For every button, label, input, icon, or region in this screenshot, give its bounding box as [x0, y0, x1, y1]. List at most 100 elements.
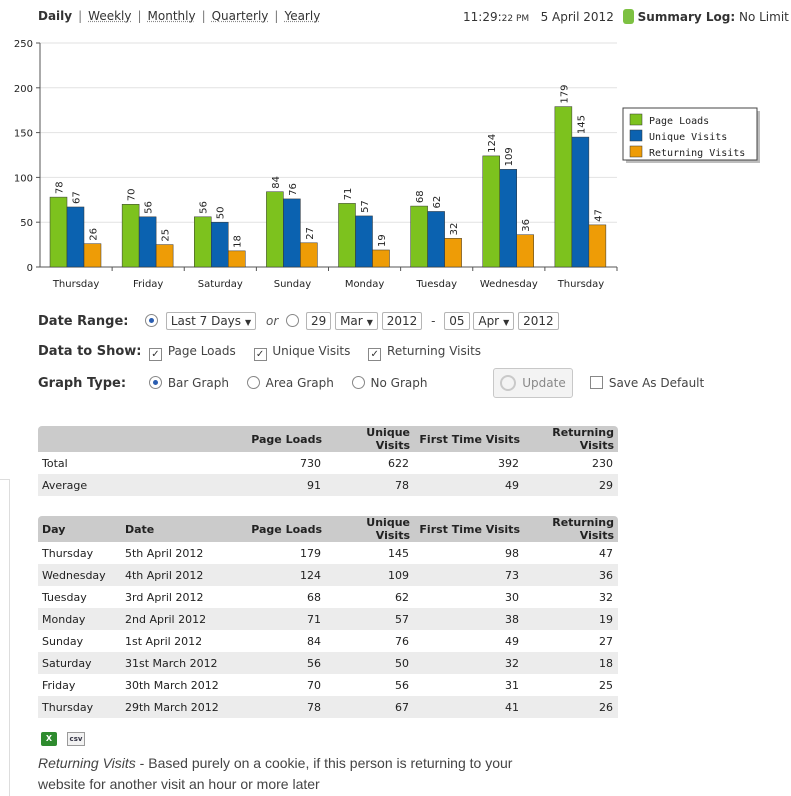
bar — [482, 155, 500, 268]
period-monthly[interactable]: Monthly — [147, 9, 196, 23]
table-cell: 32 — [414, 652, 524, 674]
table-cell: Monday — [38, 608, 121, 630]
page-loads-checkbox[interactable]: ✓ — [149, 348, 162, 361]
range-custom-radio[interactable] — [286, 314, 300, 327]
data-to-show-label: Data to Show: — [38, 344, 142, 359]
table-cell: 4th April 2012 — [121, 564, 246, 586]
table-cell: 145 — [388, 546, 409, 560]
data-label: 56 — [199, 201, 210, 214]
data-label: 68 — [415, 190, 426, 203]
summary-log-value: No Limit — [738, 10, 789, 24]
time-seconds-ampm: 22 PM — [501, 14, 530, 24]
unique-visits-checkbox-label: Unique Visits — [272, 344, 351, 358]
data-label: 50 — [216, 206, 227, 219]
data-label: 57 — [360, 200, 371, 213]
area-graph-radio[interactable] — [246, 376, 260, 389]
csv-export-icon[interactable]: csv — [67, 732, 85, 746]
period-daily[interactable]: Daily — [38, 9, 73, 23]
table-row: Thursday 29th March 2012 78 67 41 26 — [38, 696, 618, 718]
or-text: or — [266, 314, 279, 328]
data-label: 179 — [559, 85, 570, 104]
to-day-input[interactable]: 05 — [444, 312, 470, 330]
summary-table: Page Loads Unique Visits First Time Visi… — [38, 426, 618, 496]
table-header: Unique Visits — [326, 516, 414, 542]
table-cell: 19 — [524, 608, 618, 630]
chevron-down-icon: ▼ — [366, 318, 373, 327]
chevron-down-icon: ▼ — [245, 318, 252, 327]
table-cell: 57 — [326, 608, 414, 630]
update-button[interactable]: Update — [493, 368, 573, 398]
period-separator: | — [137, 9, 142, 23]
data-label: 32 — [449, 223, 460, 236]
legend-swatch — [629, 129, 643, 142]
data-label: 62 — [432, 196, 443, 209]
range-preset-radio[interactable] — [145, 314, 158, 327]
footnote-text: - Based purely on a cookie, if this pers… — [38, 755, 513, 792]
save-default-option: Save As Default — [590, 376, 704, 390]
to-month-select[interactable]: Apr ▼ — [473, 312, 515, 330]
table-cell: 179 — [300, 546, 321, 560]
save-default-checkbox[interactable] — [590, 376, 603, 389]
table-row: Total 730 622 392 230 — [38, 452, 618, 474]
data-label: 56 — [144, 201, 155, 214]
to-month-value: Apr — [478, 314, 500, 328]
table-cell: 76 — [395, 634, 409, 648]
x-tick-label: Thursday — [557, 279, 605, 290]
bar-graph-label: Bar Graph — [167, 376, 229, 390]
date-dash: - — [431, 314, 436, 328]
unique-visits-checkbox[interactable]: ✓ — [253, 348, 267, 361]
data-label: 84 — [271, 176, 282, 189]
table-cell: 62 — [395, 590, 409, 604]
from-year-input[interactable]: 2012 — [381, 312, 423, 330]
table-row: Sunday 1st April 2012 84 76 49 27 — [38, 630, 618, 652]
no-graph-label: No Graph — [370, 376, 428, 390]
period-yearly[interactable]: Yearly — [284, 9, 321, 23]
y-tick-label: 0 — [27, 263, 33, 274]
table-cell: 78 — [246, 696, 326, 718]
period-separator: | — [78, 9, 83, 23]
from-month-value: Mar — [340, 314, 363, 328]
table-cell: 84 — [307, 634, 321, 648]
table-header-row: Page Loads Unique Visits First Time Visi… — [38, 426, 618, 452]
refresh-icon — [500, 375, 517, 391]
status-bar: 11:29:22 PM 5 April 2012 Summary Log: No… — [463, 9, 789, 24]
bar-graph-radio[interactable] — [149, 376, 162, 389]
range-preset-select[interactable]: Last 7 Days ▼ — [165, 312, 257, 330]
summary-table-wrapper: Page Loads Unique Visits First Time Visi… — [38, 426, 618, 496]
table-cell: Average — [38, 474, 246, 496]
returning-visits-checkbox[interactable]: ✓ — [368, 348, 382, 361]
data-label: 109 — [504, 147, 515, 166]
table-cell: 18 — [524, 652, 618, 674]
bar — [410, 205, 428, 268]
table-cell: 98 — [505, 546, 519, 560]
to-year-input[interactable]: 2012 — [518, 312, 559, 330]
table-header: Page Loads — [246, 516, 326, 542]
table-cell: 67 — [326, 696, 414, 718]
x-tick-label: Monday — [345, 279, 385, 290]
excel-export-icon[interactable]: X — [41, 732, 57, 746]
bar — [121, 204, 140, 268]
table-cell: 2nd April 2012 — [121, 608, 246, 630]
table-cell: 622 — [388, 456, 409, 470]
no-graph-radio[interactable] — [351, 376, 365, 389]
data-label: 19 — [377, 234, 388, 247]
graph-type-label: Graph Type: — [38, 376, 127, 391]
data-label: 27 — [305, 227, 316, 240]
legend — [622, 107, 758, 161]
from-day-input[interactable]: 29 — [305, 312, 332, 330]
table-cell: 91 — [246, 474, 326, 496]
bar — [588, 224, 607, 268]
table-row: Thursday 5th April 2012 179 145 98 47 — [38, 542, 618, 564]
bar — [266, 191, 284, 268]
period-quarterly[interactable]: Quarterly — [211, 9, 269, 23]
table-cell: 49 — [414, 474, 524, 496]
table-cell: Friday — [42, 678, 76, 692]
period-weekly[interactable]: Weekly — [88, 9, 132, 23]
daily-table-body: Thursday 5th April 2012 179 145 98 47 Wednesda… — [38, 542, 618, 718]
table-cell: 73 — [414, 564, 524, 586]
data-label: 71 — [343, 188, 354, 201]
from-month-select[interactable]: Mar ▼ — [335, 312, 378, 330]
legend-label: Returning Visits — [649, 148, 745, 159]
bar — [138, 216, 157, 268]
table-cell: 3rd April 2012 — [125, 590, 204, 604]
